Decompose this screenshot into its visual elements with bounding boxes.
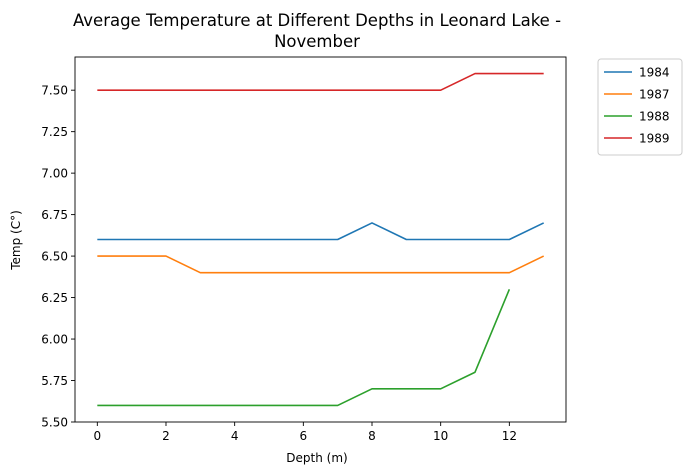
series-line-1988 bbox=[97, 288, 511, 407]
y-tick-label: 5.75 bbox=[41, 374, 68, 388]
y-tick-label: 7.25 bbox=[41, 125, 68, 139]
x-tick-label: 2 bbox=[162, 429, 170, 443]
y-tick-label: 6.75 bbox=[41, 208, 68, 222]
chart-title-line-2: November bbox=[274, 32, 360, 51]
x-tick-label: 8 bbox=[368, 429, 376, 443]
x-tick-label: 6 bbox=[300, 429, 308, 443]
x-tick-label: 0 bbox=[93, 429, 101, 443]
x-axis-label: Depth (m) bbox=[286, 451, 347, 465]
legend-label-1989: 1989 bbox=[639, 132, 670, 146]
legend-label-1984: 1984 bbox=[639, 66, 670, 80]
y-tick-label: 6.50 bbox=[41, 250, 68, 264]
chart-title-line-1: Average Temperature at Different Depths … bbox=[73, 11, 561, 30]
legend-label-1988: 1988 bbox=[639, 110, 670, 124]
x-tick-label: 12 bbox=[502, 429, 517, 443]
x-tick-label: 4 bbox=[231, 429, 239, 443]
y-tick-label: 5.50 bbox=[41, 416, 68, 430]
series-line-1987 bbox=[97, 255, 545, 274]
legend: 1984 1987 1988 1989 bbox=[597, 58, 683, 156]
x-tick-label: 10 bbox=[433, 429, 448, 443]
legend-box bbox=[597, 58, 683, 156]
series-line-1989 bbox=[97, 72, 544, 91]
series-line-1984 bbox=[97, 222, 545, 241]
plot-area: 0 2 4 6 8 10 12 5.50 5.75 6.00 6.25 6.50 6.75 7.00 7.2… bbox=[41, 56, 567, 443]
y-tick-label: 7.50 bbox=[41, 84, 68, 98]
y-axis-label: Temp (C°) bbox=[9, 210, 23, 271]
legend-label-1987: 1987 bbox=[639, 88, 670, 102]
y-tick-label: 6.00 bbox=[41, 333, 68, 347]
y-tick-label: 7.00 bbox=[41, 167, 68, 181]
plot-frame bbox=[74, 56, 567, 423]
y-tick-label: 6.25 bbox=[41, 291, 68, 305]
